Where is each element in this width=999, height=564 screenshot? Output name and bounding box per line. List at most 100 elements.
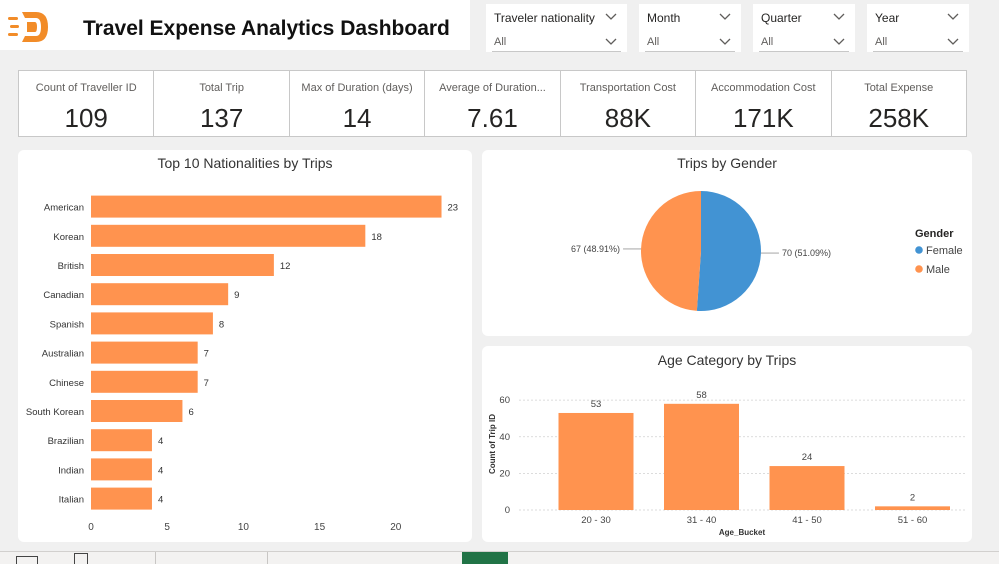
bar[interactable] [664, 403, 739, 510]
bar-category-label: Australian [42, 349, 84, 360]
chevron-down-icon[interactable] [719, 37, 731, 47]
kpi-card-max-duration[interactable]: Max of Duration (days) 14 [290, 71, 426, 136]
y-axis-label: Count of Trip ID [488, 414, 497, 474]
chevron-down-icon[interactable] [947, 37, 959, 47]
nationality-chart-card[interactable]: Top 10 Nationalities by Trips American 23… [18, 150, 472, 542]
bar[interactable] [558, 412, 634, 510]
bar[interactable] [91, 283, 229, 306]
slicer-label: Quarter [761, 11, 802, 25]
chart-title: Top 10 Nationalities by Trips [157, 155, 333, 171]
pie-slice[interactable] [641, 191, 701, 311]
bar-category-label: British [58, 261, 84, 272]
bar-category-label: Indian [58, 465, 84, 476]
bar-data-label: 23 [448, 203, 459, 214]
kpi-value: 7.61 [467, 103, 518, 133]
pie-data-label: 67 (48.91%) [571, 244, 620, 254]
page-tab-strip [0, 551, 999, 564]
bar-data-label: 7 [204, 349, 209, 360]
pie-slice[interactable] [696, 191, 762, 311]
slicer-quarter[interactable]: Quarter All [753, 4, 855, 52]
chevron-down-icon[interactable] [719, 12, 731, 22]
kpi-value: 14 [342, 103, 372, 133]
tab-divider [267, 552, 268, 564]
nationality-bar-chart[interactable]: American 23 Korean 18 British 12 Canadian 9 Span… [18, 150, 472, 542]
bar[interactable] [91, 487, 152, 510]
legend-marker [915, 265, 923, 273]
slicer-dropdown[interactable]: All [492, 32, 621, 52]
bar-category-label: Brazilian [48, 436, 84, 447]
slicer-month[interactable]: Month All [639, 4, 741, 52]
active-page-tab[interactable] [462, 552, 508, 564]
chevron-down-icon[interactable] [605, 37, 617, 47]
tab-divider [155, 552, 156, 564]
bar-category-label: Italian [59, 495, 84, 506]
slicer-dropdown[interactable]: All [645, 32, 735, 52]
view-toggle-icon[interactable] [16, 556, 38, 564]
slicer-value: All [647, 36, 660, 48]
bar-data-label: 24 [802, 452, 813, 463]
kpi-card-transportation-cost[interactable]: Transportation Cost 88K [561, 71, 697, 136]
kpi-card-total-trip[interactable]: Total Trip 137 [154, 71, 290, 136]
bar[interactable] [91, 400, 183, 422]
header-bar: Travel Expense Analytics Dashboard [0, 0, 470, 50]
bar[interactable] [91, 429, 152, 452]
slicer-dropdown[interactable]: All [759, 32, 849, 52]
bar[interactable] [91, 195, 442, 218]
chevron-down-icon[interactable] [947, 12, 959, 22]
gender-chart-card[interactable]: Trips by Gender 70 (51.09%) 67 (48.91%) Ge… [482, 150, 972, 336]
kpi-label: Average of Duration... [439, 82, 546, 94]
bar-data-label: 4 [158, 436, 163, 447]
x-tick-label: 41 - 50 [792, 515, 822, 526]
bar-data-label: 7 [204, 378, 209, 389]
age-chart-card[interactable]: Age Category by Trips 0 20 40 60 53 20 - 30 58… [482, 346, 972, 542]
kpi-label: Transportation Cost [579, 82, 676, 94]
bar-data-label: 8 [219, 319, 224, 330]
age-bar-chart[interactable]: 0 20 40 60 53 20 - 30 58 31 - 40 24 41 - 50 2 51 - … [482, 346, 972, 542]
kpi-value: 88K [604, 103, 652, 133]
bar[interactable] [91, 312, 213, 335]
x-tick-label: 5 [164, 522, 170, 533]
bar[interactable] [91, 341, 198, 364]
slicer-year[interactable]: Year All [867, 4, 969, 52]
kpi-label: Accommodation Cost [711, 82, 816, 94]
slicer-dropdown[interactable]: All [873, 32, 963, 52]
bar-category-label: American [44, 203, 84, 214]
kpi-label: Count of Traveller ID [35, 82, 137, 94]
slicer-traveler-nationality[interactable]: Traveler nationality All [486, 4, 627, 52]
kpi-label: Total Expense [864, 82, 934, 94]
bar[interactable] [769, 466, 845, 510]
x-tick-label: 20 - 30 [581, 515, 611, 526]
bar[interactable] [91, 224, 366, 247]
bar[interactable] [875, 506, 950, 510]
x-tick-label: 31 - 40 [687, 515, 717, 526]
kpi-card-total-expense[interactable]: Total Expense 258K [832, 71, 966, 136]
kpi-card-accommodation-cost[interactable]: Accommodation Cost 171K [696, 71, 832, 136]
bar-category-label: South Korean [26, 407, 84, 418]
bar[interactable] [91, 370, 198, 393]
chevron-down-icon[interactable] [833, 37, 845, 47]
x-tick-label: 20 [390, 522, 402, 533]
bar[interactable] [91, 254, 274, 276]
bar[interactable] [91, 458, 152, 481]
bar-category-label: Canadian [43, 290, 84, 301]
kpi-card-traveller-count[interactable]: Count of Traveller ID 109 [19, 71, 155, 136]
slicer-label: Traveler nationality [494, 11, 595, 25]
slicer-value: All [875, 36, 888, 48]
kpi-label: Total Trip [199, 82, 244, 94]
slicer-value: All [494, 36, 507, 48]
chevron-down-icon[interactable] [833, 12, 845, 22]
chevron-down-icon[interactable] [605, 12, 617, 22]
y-tick-label: 60 [499, 395, 510, 406]
kpi-value: 109 [64, 103, 108, 133]
bar-data-label: 18 [371, 232, 382, 243]
legend-label: Male [926, 264, 950, 276]
bar-data-label: 58 [696, 390, 707, 401]
kpi-strip: Count of Traveller ID 109 Total Trip 137… [18, 70, 967, 137]
bar-data-label: 4 [158, 495, 163, 506]
gender-pie-chart[interactable]: 70 (51.09%) 67 (48.91%) Gender Female Male [482, 150, 972, 336]
slicer-value: All [761, 36, 774, 48]
page-title: Travel Expense Analytics Dashboard [83, 17, 450, 40]
kpi-value: 171K [732, 103, 794, 133]
page-icon[interactable] [74, 553, 88, 564]
kpi-card-average-duration[interactable]: Average of Duration... 7.61 [425, 71, 561, 136]
